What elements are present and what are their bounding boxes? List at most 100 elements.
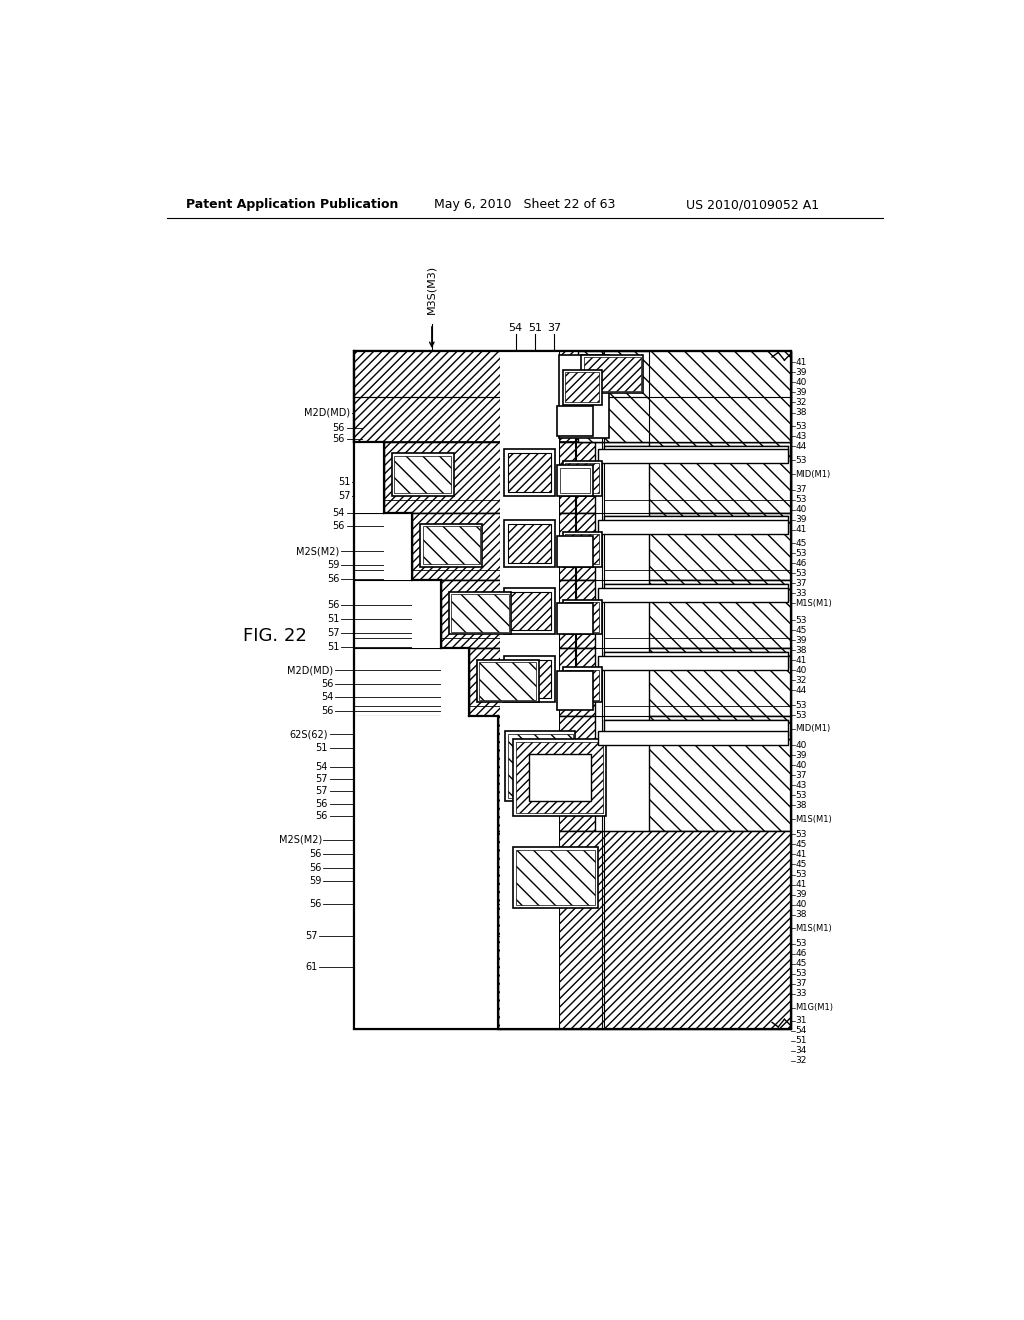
Text: 56: 56 xyxy=(315,810,328,821)
Text: 43: 43 xyxy=(796,432,807,441)
Text: 56: 56 xyxy=(309,899,322,908)
Bar xyxy=(649,715,792,832)
Text: 53: 53 xyxy=(796,495,807,504)
Text: 40: 40 xyxy=(796,760,807,770)
Bar xyxy=(649,351,792,442)
Text: 37: 37 xyxy=(796,484,807,494)
Text: 41: 41 xyxy=(796,525,807,535)
Text: 45: 45 xyxy=(796,861,807,869)
Text: 53: 53 xyxy=(796,569,807,578)
Bar xyxy=(508,453,551,492)
Bar xyxy=(354,351,792,1028)
Text: 53: 53 xyxy=(796,701,807,710)
Text: 53: 53 xyxy=(796,549,807,558)
Bar xyxy=(391,453,454,496)
Bar xyxy=(508,591,551,631)
Bar xyxy=(354,351,792,442)
Text: 40: 40 xyxy=(796,741,807,750)
Text: 56: 56 xyxy=(333,422,345,433)
Text: 39: 39 xyxy=(796,751,807,759)
Text: US 2010/0109052 A1: US 2010/0109052 A1 xyxy=(686,198,819,211)
Text: 57: 57 xyxy=(327,628,340,638)
Text: 44: 44 xyxy=(796,686,807,694)
Text: 45: 45 xyxy=(796,960,807,969)
Text: 59: 59 xyxy=(309,876,322,887)
Bar xyxy=(354,351,792,1028)
Text: 41: 41 xyxy=(796,850,807,859)
Text: 43: 43 xyxy=(796,780,807,789)
Bar xyxy=(557,407,593,436)
Bar xyxy=(578,351,792,442)
Bar xyxy=(452,594,509,632)
Bar xyxy=(474,442,552,511)
Text: 46: 46 xyxy=(796,558,807,568)
Bar xyxy=(563,668,601,702)
Text: M2D(MD): M2D(MD) xyxy=(288,665,334,676)
Bar xyxy=(384,512,413,581)
Bar xyxy=(469,648,595,715)
Text: 39: 39 xyxy=(796,388,807,397)
Text: M2S(M2): M2S(M2) xyxy=(279,834,322,845)
Text: 45: 45 xyxy=(796,539,807,548)
Text: 45: 45 xyxy=(796,626,807,635)
Bar xyxy=(557,671,593,710)
Text: 41: 41 xyxy=(796,656,807,665)
Text: 38: 38 xyxy=(796,408,807,417)
Text: 37: 37 xyxy=(796,979,807,989)
Text: 51: 51 xyxy=(328,642,340,652)
Bar xyxy=(557,536,593,566)
Bar xyxy=(508,734,572,799)
Text: Patent Application Publication: Patent Application Publication xyxy=(186,198,398,211)
Text: 40: 40 xyxy=(796,900,807,909)
Bar xyxy=(604,585,787,599)
Text: 57: 57 xyxy=(338,491,350,500)
Bar xyxy=(354,351,792,442)
Text: M1S(M1): M1S(M1) xyxy=(796,814,833,824)
Bar xyxy=(479,663,537,700)
Bar xyxy=(584,358,641,391)
Text: 39: 39 xyxy=(796,515,807,524)
Bar xyxy=(656,442,792,511)
Bar xyxy=(604,446,787,461)
Text: 53: 53 xyxy=(796,791,807,800)
Bar xyxy=(498,715,595,832)
Bar xyxy=(354,715,498,1028)
Bar xyxy=(354,442,384,512)
Text: 53: 53 xyxy=(796,455,807,465)
Bar xyxy=(582,355,643,393)
Text: 53: 53 xyxy=(796,969,807,978)
Text: 44: 44 xyxy=(796,442,807,451)
Text: 54: 54 xyxy=(796,1027,807,1035)
Bar xyxy=(500,351,559,1028)
Text: 33: 33 xyxy=(796,589,807,598)
Text: 57: 57 xyxy=(305,931,317,941)
Text: 40: 40 xyxy=(796,667,807,675)
Bar xyxy=(649,351,792,442)
Text: 37: 37 xyxy=(796,579,807,587)
Text: M2D(MD): M2D(MD) xyxy=(304,408,350,417)
Text: 54: 54 xyxy=(315,762,328,772)
Text: 53: 53 xyxy=(796,710,807,719)
Text: M1S(M1): M1S(M1) xyxy=(796,599,833,609)
Bar xyxy=(565,602,599,632)
Bar xyxy=(598,589,787,602)
Text: 51: 51 xyxy=(315,743,328,754)
Bar xyxy=(649,581,792,648)
Text: 54: 54 xyxy=(321,693,334,702)
Text: 39: 39 xyxy=(796,368,807,378)
Bar xyxy=(649,512,792,581)
Bar xyxy=(557,465,593,496)
Bar xyxy=(504,656,555,702)
Text: 56: 56 xyxy=(321,680,334,689)
Text: 41: 41 xyxy=(796,358,807,367)
Text: 57: 57 xyxy=(315,787,328,796)
Bar xyxy=(516,850,595,906)
Bar xyxy=(504,449,555,496)
Bar xyxy=(565,372,599,403)
Text: 33: 33 xyxy=(796,990,807,998)
Bar xyxy=(598,656,787,669)
Text: 54: 54 xyxy=(509,323,522,333)
Text: 32: 32 xyxy=(796,676,807,685)
Text: MID(M1): MID(M1) xyxy=(796,725,830,734)
Text: 37: 37 xyxy=(547,323,561,333)
